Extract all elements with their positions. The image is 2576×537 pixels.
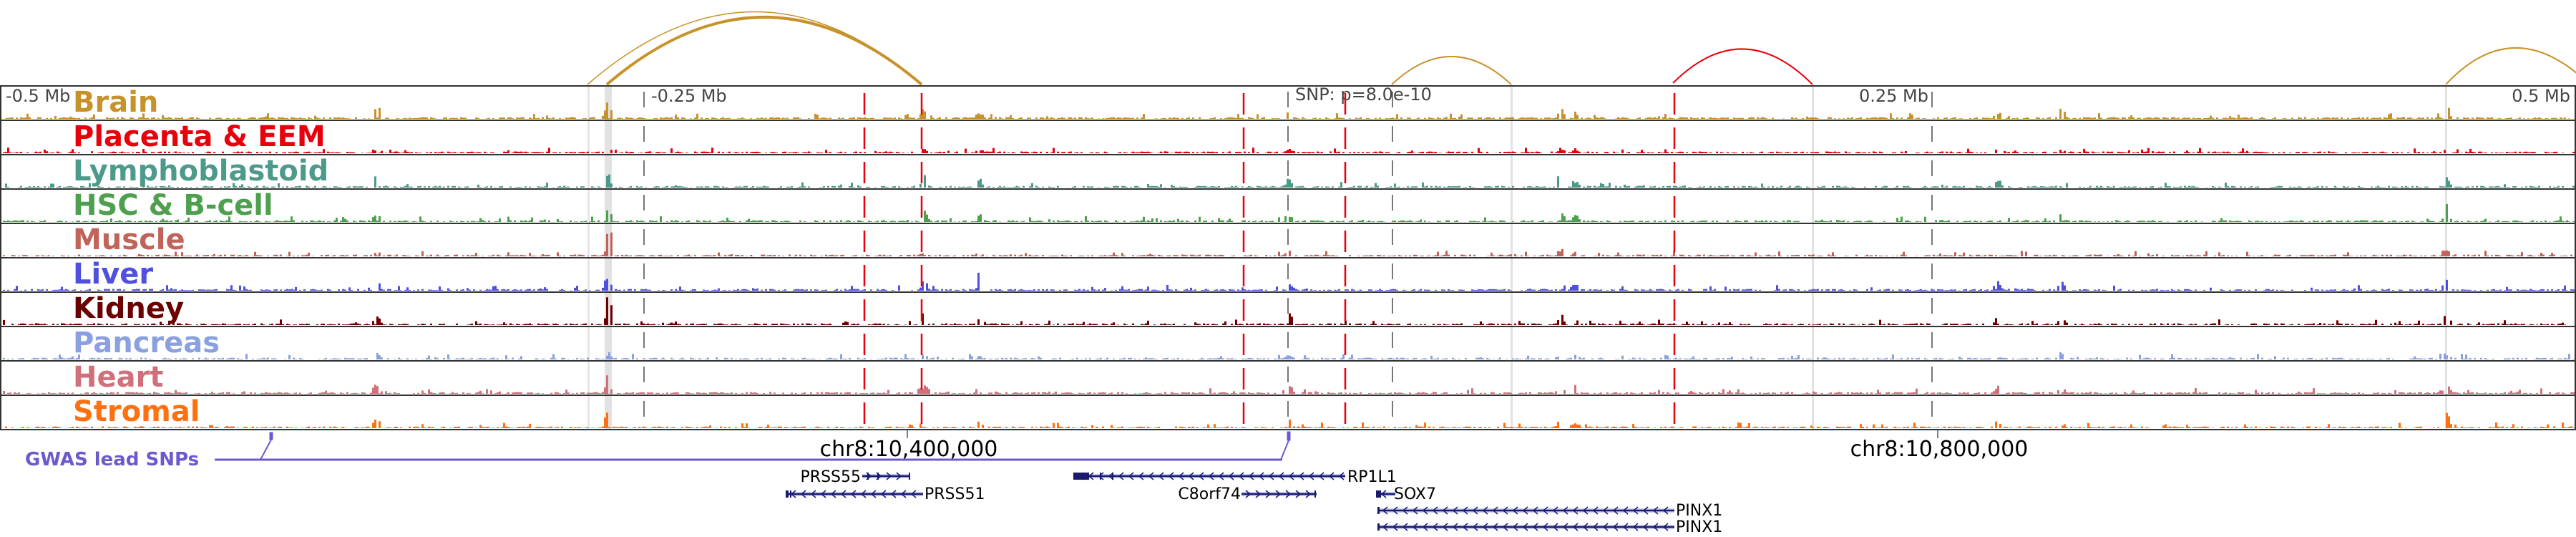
exon — [1112, 473, 1113, 480]
gene-model[interactable] — [862, 472, 910, 480]
signal-bars — [3, 204, 2575, 222]
signal-bars — [3, 272, 2575, 291]
track-label: Placenta & EEM — [73, 120, 326, 153]
strand-arrows — [1380, 490, 1387, 498]
exon — [1377, 523, 1380, 531]
marker-lines — [643, 86, 1933, 430]
gene-model[interactable] — [1073, 472, 1345, 480]
strand-arrows — [1245, 490, 1312, 498]
gene-model[interactable] — [1377, 523, 1674, 531]
track-stromal: Stromal — [0, 395, 2576, 428]
track-label: Stromal — [73, 395, 200, 428]
signal-bars — [5, 102, 2570, 119]
track-label: Muscle — [73, 223, 185, 256]
gene-label[interactable]: PRSS51 — [924, 485, 985, 503]
track-liver: Liver — [0, 257, 2576, 291]
interaction-arcs — [587, 11, 2576, 86]
gene-label[interactable]: SOX7 — [1394, 485, 1436, 503]
signal-bars — [5, 412, 2575, 428]
track-label: Pancreas — [73, 326, 220, 359]
interaction-arc[interactable] — [605, 16, 923, 86]
gene-model[interactable] — [1376, 490, 1395, 498]
gwas-snp-marker[interactable] — [269, 432, 273, 440]
signal-bars — [3, 147, 2575, 153]
signal-bars — [3, 375, 2575, 394]
exon — [867, 473, 869, 480]
exon — [1073, 473, 1089, 480]
snp-label: SNP: p=8.0e-10 — [1295, 84, 1432, 105]
exon — [1100, 473, 1101, 480]
axis-label-pos-quarter: 0.25 Mb — [1859, 86, 1928, 106]
track-hsc-b-cell: HSC & B-cell — [0, 188, 2576, 222]
exon — [1314, 490, 1316, 498]
track-placenta-eem: Placenta & EEM — [0, 120, 2576, 153]
gene-model[interactable] — [1241, 490, 1317, 498]
exon — [877, 473, 879, 480]
gene-model[interactable] — [1377, 506, 1674, 515]
exon — [1377, 507, 1380, 514]
track-lymphoblastoid: Lymphoblastoid — [0, 154, 2576, 188]
gwas-connector — [260, 439, 272, 460]
track-label: Lymphoblastoid — [73, 155, 328, 188]
interaction-arc[interactable] — [1672, 48, 1813, 85]
axis-label-left: -0.5 Mb — [6, 86, 70, 106]
gwas-track — [215, 431, 1291, 461]
gwas-label: GWAS lead SNPs — [25, 449, 199, 470]
exon — [1376, 490, 1381, 498]
gwas-connector — [1280, 440, 1289, 460]
gene-label[interactable]: PRSS55 — [801, 468, 861, 486]
strand-arrows — [1382, 506, 1669, 515]
strand-arrows — [866, 472, 902, 480]
gene-track — [786, 472, 1674, 531]
coordinate-label-right: chr8:10,800,000 — [1850, 437, 2029, 462]
track-pancreas: Pancreas — [0, 326, 2576, 359]
axis-label-right: 0.5 Mb — [2512, 86, 2570, 106]
signal-bars — [3, 297, 2566, 325]
track-kidney: Kidney — [0, 291, 2576, 325]
gene-model[interactable] — [786, 490, 923, 498]
axis-label-neg-quarter: -0.25 Mb — [651, 86, 727, 106]
track-label: Heart — [73, 361, 163, 394]
gene-label[interactable]: PINX1 — [1676, 518, 1722, 536]
track-label: Brain — [73, 86, 158, 119]
signal-bars — [3, 352, 2575, 359]
signal-bars — [5, 174, 2575, 188]
strand-arrows — [1382, 523, 1669, 531]
exon — [790, 490, 791, 498]
exon — [909, 473, 910, 480]
coordinate-label-left: chr8:10,400,000 — [820, 437, 998, 462]
track-label: HSC & B-cell — [73, 189, 273, 222]
gwas-snp-marker[interactable] — [1287, 431, 1291, 441]
interaction-arc[interactable] — [1391, 56, 1512, 85]
track-label: Kidney — [73, 292, 184, 325]
track-heart: Heart — [0, 360, 2576, 394]
gene-label[interactable]: C8orf74 — [1178, 485, 1241, 503]
track-label: Liver — [73, 258, 153, 291]
interaction-arc[interactable] — [2445, 47, 2576, 85]
exon — [786, 490, 789, 498]
track-brain: Brain — [0, 85, 2576, 119]
gene-label[interactable]: RP1L1 — [1347, 468, 1397, 486]
gene-label[interactable]: PINX1 — [1676, 502, 1722, 520]
track-muscle: Muscle — [0, 223, 2576, 256]
